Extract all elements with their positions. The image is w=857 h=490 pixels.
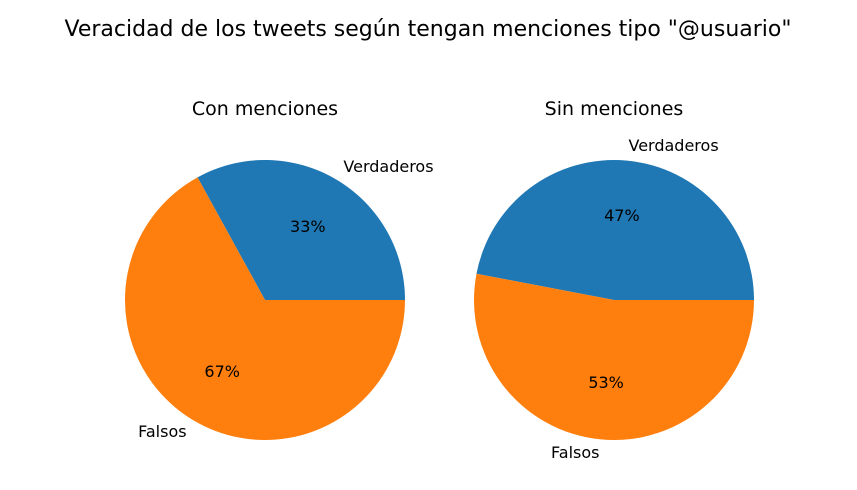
pie-slice-falsos: [124, 177, 405, 441]
percent-label: 47%: [604, 206, 640, 225]
pie-slice-verdaderos: [197, 160, 405, 300]
pie-slice-falsos: [474, 273, 754, 441]
percent-label: 67%: [204, 362, 240, 381]
slice-label: Falsos: [138, 422, 186, 441]
pie-1: Con menciones Verdaderos 33% Falsos 67%: [124, 98, 434, 441]
pie-title: Con menciones: [192, 98, 338, 120]
pies-layer: Con menciones Verdaderos 33% Falsos 67% Sin m…: [124, 98, 754, 462]
slice-label: Verdaderos: [343, 157, 433, 176]
pie-slice-verdaderos: [476, 160, 754, 300]
percent-label: 33%: [290, 217, 326, 236]
pie-title: Sin menciones: [545, 98, 684, 120]
slice-label: Falsos: [551, 443, 599, 462]
pie-2: Sin menciones Verdaderos 47% Falsos 53%: [474, 98, 754, 462]
slice-label: Verdaderos: [629, 136, 719, 155]
chart-title: Veracidad de los tweets según tengan men…: [65, 17, 792, 42]
percent-label: 53%: [588, 373, 624, 392]
